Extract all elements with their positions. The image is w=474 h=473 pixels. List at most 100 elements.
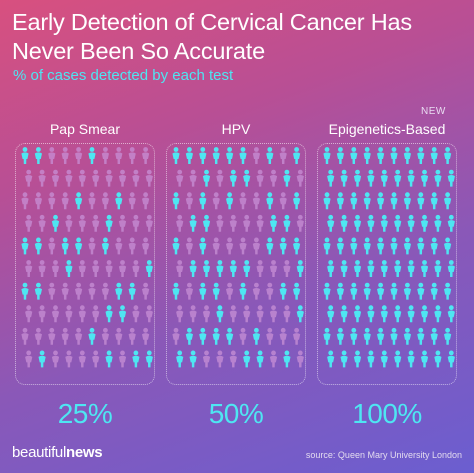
person-icon: [279, 327, 287, 345]
person-icon-detected: [172, 282, 180, 300]
person-icon-detected: [380, 350, 388, 368]
person-icon: [226, 237, 234, 255]
person-icon-detected: [350, 282, 358, 300]
person-icon: [252, 192, 260, 210]
person-icon: [252, 282, 260, 300]
person-icon-detected: [377, 147, 385, 164]
person-icon-detected: [420, 169, 429, 187]
person-icon-detected: [420, 350, 429, 368]
person-icon-detected: [189, 214, 197, 232]
person-icon: [48, 147, 56, 164]
person-icon-detected: [145, 350, 153, 368]
person-icon: [256, 214, 264, 232]
person-icon-detected: [172, 237, 180, 255]
person-icon: [252, 147, 260, 164]
person-icon: [145, 214, 153, 232]
person-icon-detected: [434, 214, 442, 232]
person-icon-detected: [430, 237, 438, 255]
person-icon-detected: [447, 214, 455, 232]
person-icon: [189, 305, 197, 323]
person-icon: [185, 192, 193, 210]
person-icon-detected: [390, 237, 398, 255]
person-icon: [212, 192, 220, 210]
person-icon: [128, 147, 136, 164]
person-icon: [283, 260, 291, 277]
person-icon-detected: [216, 260, 224, 277]
person-icon: [172, 327, 180, 345]
person-icon: [105, 260, 113, 277]
person-icon-detected: [434, 350, 442, 368]
person-icon: [142, 237, 150, 255]
brand-light: beautiful: [12, 444, 67, 461]
person-icon-detected: [394, 305, 402, 323]
person-icon: [176, 169, 184, 187]
person-icon-detected: [266, 147, 274, 164]
person-icon: [176, 214, 184, 232]
person-icon: [51, 260, 60, 277]
person-icon-detected: [390, 282, 398, 300]
brand-logo: beautifulnews: [12, 444, 103, 461]
person-icon: [78, 214, 86, 232]
person-icon-detected: [420, 305, 429, 323]
person-icon-detected: [403, 282, 411, 300]
person-icon-detected: [407, 305, 415, 323]
people-grid-hpv: [166, 143, 306, 385]
person-icon-detected: [367, 305, 375, 323]
title-line-1: Early Detection of Cervical Cancer Has: [12, 9, 412, 35]
person-icon: [61, 327, 69, 345]
person-icon-detected: [34, 282, 42, 300]
person-icon: [239, 327, 247, 345]
person-icon: [65, 214, 73, 232]
people-grid-epigenetics: [317, 143, 457, 385]
person-icon-detected: [105, 214, 113, 232]
person-icon: [88, 282, 96, 300]
person-icon-detected: [430, 282, 438, 300]
person-icon: [48, 237, 56, 255]
person-icon-detected: [185, 327, 193, 345]
person-icon: [202, 350, 211, 368]
person-icon: [34, 192, 42, 210]
person-icon-detected: [34, 237, 42, 255]
person-icon-detected: [417, 327, 425, 345]
person-icon-detected: [327, 260, 335, 277]
person-icon-detected: [340, 260, 348, 277]
person-icon: [189, 169, 197, 187]
person-icon-detected: [189, 260, 197, 277]
person-icon-detected: [420, 214, 429, 232]
person-icon: [105, 169, 113, 187]
person-icon: [48, 192, 56, 210]
person-icon-detected: [226, 192, 234, 210]
person-icon-detected: [293, 147, 301, 164]
person-icon: [25, 260, 33, 277]
person-icon-detected: [202, 214, 211, 232]
person-icon-detected: [323, 282, 331, 300]
person-icon: [75, 147, 83, 164]
person-icon-detected: [283, 169, 291, 187]
person-icon-detected: [212, 282, 220, 300]
person-icon: [48, 327, 56, 345]
person-icon-detected: [266, 237, 274, 255]
person-icon: [25, 169, 33, 187]
person-icon: [145, 305, 153, 323]
person-icon-detected: [327, 214, 335, 232]
person-icon-detected: [243, 350, 251, 368]
person-icon-detected: [417, 147, 425, 164]
people-grid-svg-1: [172, 147, 304, 368]
person-icon-detected: [226, 147, 234, 164]
person-icon-detected: [229, 260, 237, 277]
person-icon: [256, 305, 264, 323]
person-icon: [101, 147, 109, 164]
person-icon-detected: [172, 147, 180, 164]
people-grid-svg-2: [323, 147, 455, 368]
person-icon-detected: [323, 192, 331, 210]
person-icon: [142, 192, 150, 210]
person-icon-detected: [444, 192, 452, 210]
person-icon: [25, 305, 33, 323]
person-icon-detected: [403, 192, 411, 210]
person-icon-detected: [216, 305, 224, 323]
person-icon: [296, 169, 304, 187]
person-icon-detected: [394, 260, 402, 277]
person-icon-detected: [61, 237, 69, 255]
person-icon: [142, 147, 150, 164]
person-icon: [65, 305, 73, 323]
